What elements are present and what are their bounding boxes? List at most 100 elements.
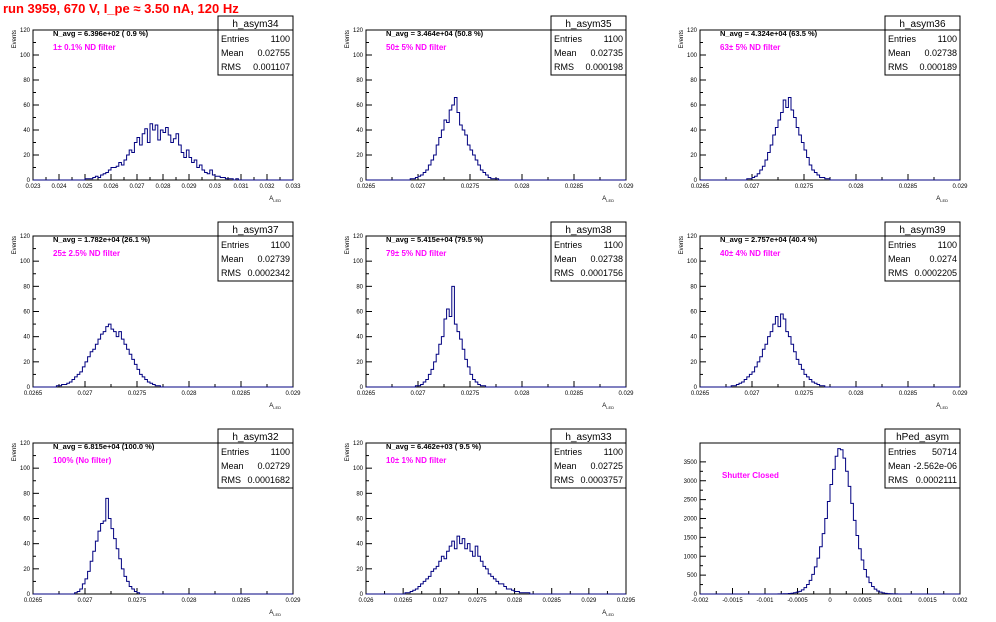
stats-mean-value: 0.02739 (257, 254, 290, 264)
x-tick-label: 0.027 (744, 184, 760, 190)
stats-mean-label: Mean (888, 254, 911, 264)
x-tick-label: 0.027 (410, 391, 426, 397)
y-axis-title: Events (679, 30, 685, 48)
x-tick-label: 0.0295 (617, 598, 636, 604)
navg-label: N_avg = 6.815e+04 (100.0 %) (53, 442, 155, 451)
stats-rms-label: RMS (554, 268, 574, 278)
y-tick-label: 80 (23, 491, 30, 497)
y-tick-label: 120 (353, 28, 364, 34)
x-tick-label: 0.03 (209, 184, 221, 190)
x-tick-label: -0.002 (691, 598, 709, 604)
y-axis-title: Events (679, 236, 685, 254)
y-axis-title: Events (12, 443, 18, 461)
filter-annotation: 40± 4% ND filter (720, 249, 780, 258)
x-tick-label: 0.0015 (918, 598, 937, 604)
filter-annotation: 1± 0.1% ND filter (53, 43, 116, 52)
x-axis-title: ALED (269, 403, 281, 410)
stats-entries-label: Entries (221, 34, 250, 44)
y-tick-label: 60 (690, 310, 697, 316)
x-tick-label: 0.0265 (394, 598, 413, 604)
stats-entries-value: 1100 (271, 34, 290, 44)
x-tick-label: 0.0275 (461, 184, 480, 190)
y-tick-label: 60 (356, 310, 363, 316)
stats-box (884, 221, 961, 282)
x-tick-label: 0.024 (51, 184, 67, 190)
filter-annotation: 63± 5% ND filter (720, 43, 780, 52)
y-tick-label: 20 (356, 153, 363, 159)
stats-mean-value: 0.02755 (257, 48, 290, 58)
y-tick-label: 100 (20, 53, 31, 59)
y-axis-title: Events (345, 443, 351, 461)
y-axis-title: Events (12, 236, 18, 254)
y-tick-label: 20 (690, 153, 697, 159)
x-tick-label: 0.0285 (232, 391, 251, 397)
x-tick-label: 0.0275 (468, 598, 487, 604)
y-tick-label: 20 (23, 153, 30, 159)
y-tick-label: 80 (690, 78, 697, 84)
y-tick-label: 40 (690, 128, 697, 134)
x-tick-label: 0.027 (410, 184, 426, 190)
y-tick-label: 0 (360, 178, 364, 184)
x-tick-label: 0.0285 (899, 391, 918, 397)
x-tick-label: 0.0285 (565, 184, 584, 190)
histogram-line (366, 535, 626, 595)
x-tick-label: 0.027 (433, 598, 449, 604)
x-axis-title: ALED (269, 610, 281, 617)
stats-box (217, 15, 294, 76)
x-tick-label: 0.026 (103, 184, 119, 190)
y-tick-label: 100 (353, 466, 364, 472)
histogram-line (700, 313, 960, 388)
x-tick-label: 0.0265 (691, 184, 710, 190)
y-tick-label: 20 (690, 360, 697, 366)
x-tick-label: 0.029 (618, 184, 634, 190)
page-title: run 3959, 670 V, I_pe ≈ 3.50 nA, 120 Hz (3, 1, 239, 16)
navg-label: N_avg = 6.462e+03 ( 9.5 %) (386, 442, 482, 451)
x-tick-label: 0.0275 (795, 184, 814, 190)
stats-title: h_asym36 (899, 19, 946, 30)
x-tick-label: 0.032 (259, 184, 275, 190)
y-tick-label: 0 (694, 178, 698, 184)
navg-label: N_avg = 1.782e+04 (26.1 %) (53, 235, 151, 244)
stats-mean-label: Mean (888, 48, 911, 58)
x-tick-label: 0.029 (618, 391, 634, 397)
histogram-line (700, 448, 960, 595)
stats-rms-label: RMS (554, 62, 574, 72)
y-tick-label: 100 (353, 53, 364, 59)
x-tick-label: 0.001 (887, 598, 903, 604)
stats-title: hPed_asym (896, 432, 949, 443)
x-tick-label: 0.029 (285, 391, 301, 397)
stats-rms-label: RMS (221, 62, 241, 72)
stats-entries-label: Entries (888, 240, 917, 250)
y-tick-label: 0 (360, 592, 364, 598)
y-tick-label: 80 (356, 491, 363, 497)
x-tick-label: 0.0275 (128, 598, 147, 604)
stats-box (217, 221, 294, 282)
navg-label: N_avg = 6.396e+02 ( 0.9 %) (53, 29, 149, 38)
x-tick-label: -0.0015 (722, 598, 743, 604)
y-tick-label: 20 (23, 360, 30, 366)
stats-rms-label: RMS (554, 475, 574, 485)
x-tick-label: 0.029 (952, 184, 968, 190)
x-tick-label: 0.0005 (853, 598, 872, 604)
stats-rms-label: RMS (221, 475, 241, 485)
stats-box (550, 221, 627, 282)
stats-entries-label: Entries (221, 447, 250, 457)
stats-box (884, 15, 961, 76)
y-tick-label: 40 (23, 128, 30, 134)
stats-mean-value: 0.02738 (924, 48, 957, 58)
stats-entries-label: Entries (554, 447, 583, 457)
y-tick-label: 60 (690, 103, 697, 109)
y-tick-label: 60 (23, 517, 30, 523)
x-tick-label: 0.0285 (543, 598, 562, 604)
x-tick-label: 0.0265 (357, 184, 376, 190)
y-axis-title: Events (345, 236, 351, 254)
stats-entries-value: 1100 (604, 34, 623, 44)
stats-entries-value: 1100 (938, 34, 957, 44)
stats-mean-label: Mean (221, 48, 244, 58)
histogram-line (366, 97, 626, 181)
y-tick-label: 100 (20, 259, 31, 265)
x-tick-label: 0.029 (285, 598, 301, 604)
y-tick-label: 20 (356, 360, 363, 366)
histogram-line (700, 97, 960, 181)
stats-box (550, 15, 627, 76)
